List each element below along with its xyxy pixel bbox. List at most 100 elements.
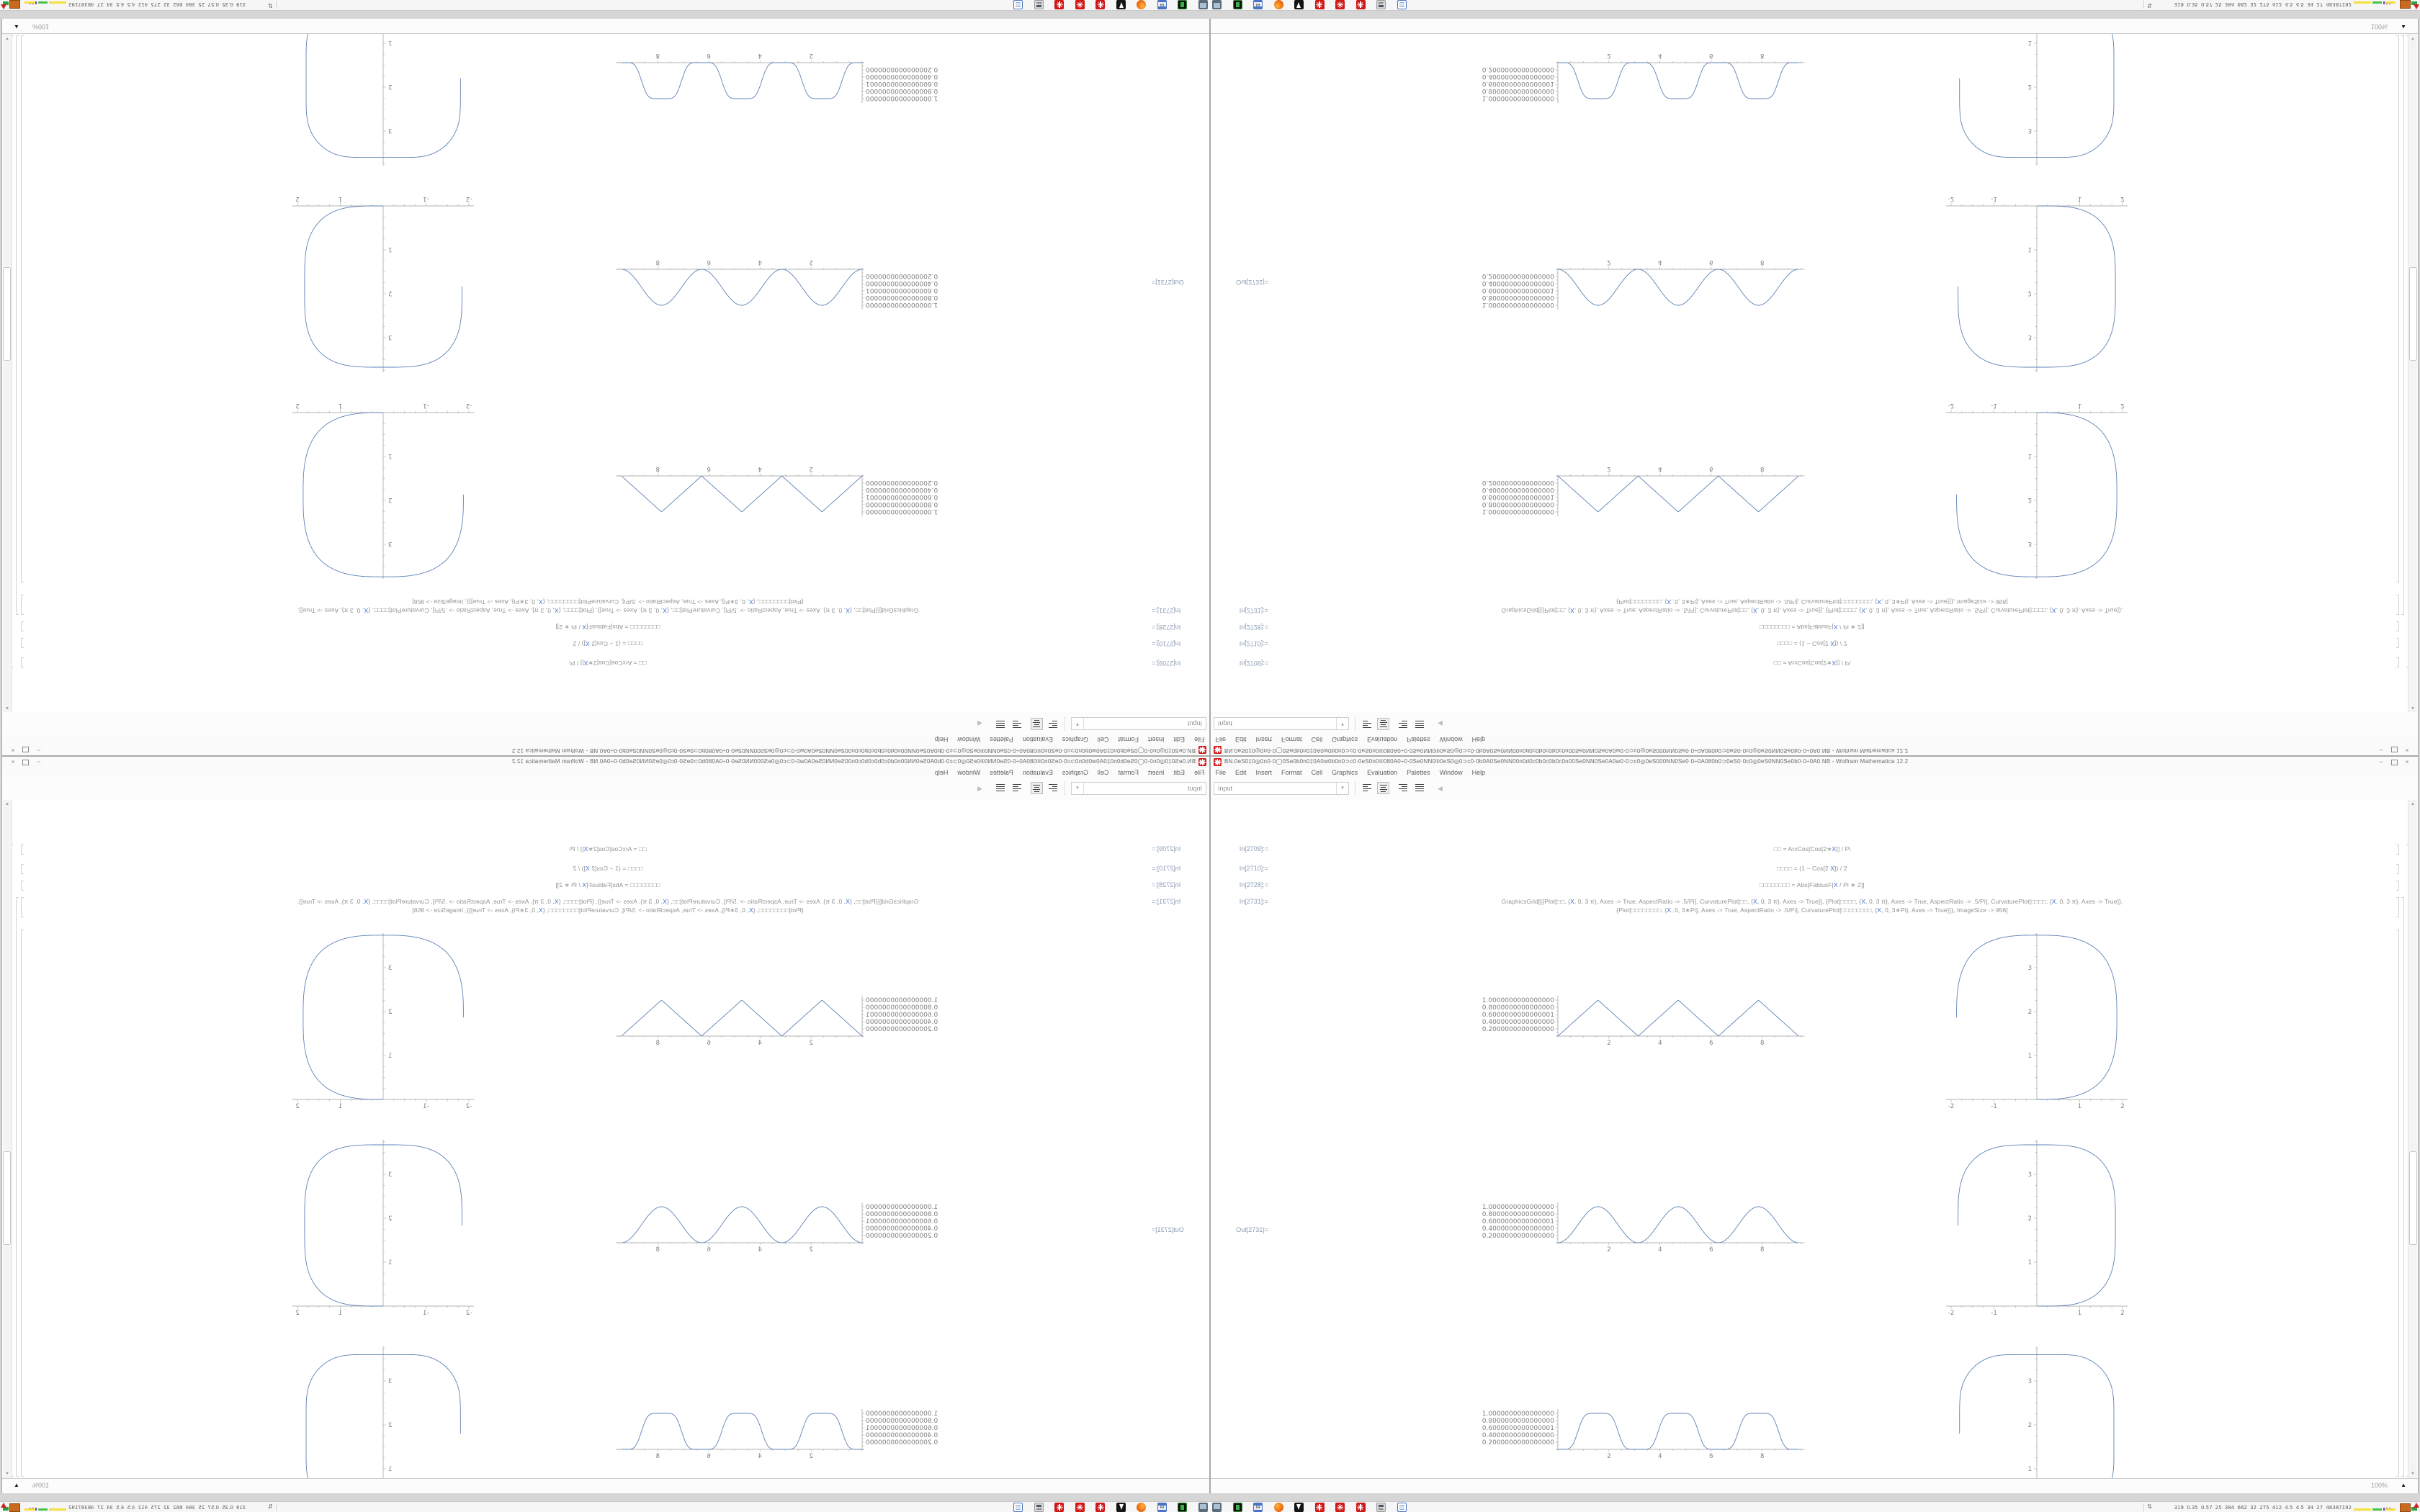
maximize-button[interactable] (2389, 757, 2399, 766)
close-button[interactable]: × (11, 747, 15, 754)
vertical-scrollbar[interactable]: ▲ ▼ (2408, 800, 2417, 1478)
cell-bracket-in2709[interactable] (21, 657, 24, 667)
chevron-down-icon[interactable]: ▾ (1072, 718, 1084, 729)
calculator-icon[interactable] (1034, 0, 1044, 9)
close-button[interactable]: × (2405, 747, 2409, 754)
cell-group-bracket[interactable] (2401, 897, 2404, 1477)
input-cell-2710[interactable]: □□□□ = (1 − Cos[2 X]) / 2 (573, 640, 643, 647)
scrollbar-thumb[interactable] (2409, 1151, 2417, 1245)
input-cell-2731-line2[interactable]: {Plot[□□□□□□□□, {X, 0, 3∗Pi}, Axes -> Tr… (412, 906, 804, 914)
cell-group-bracket[interactable] (16, 897, 19, 1477)
menu-item-file[interactable]: File (1215, 769, 1227, 776)
toolbar-collapse-icon[interactable]: ◀ (1438, 785, 1443, 792)
align-center-button[interactable] (1377, 718, 1389, 730)
cell-bracket-out2731[interactable] (2396, 35, 2399, 582)
menu-item-insert[interactable]: Insert (1147, 769, 1165, 776)
cell-bracket-in2710[interactable] (21, 638, 24, 648)
mathematica-icon[interactable] (1314, 1503, 1325, 1512)
close-button[interactable]: × (2405, 758, 2409, 765)
notebook-content[interactable]: In[2709]:= In[2710]:= In[2728]:= In[2731… (1211, 34, 2418, 712)
chevron-down-icon[interactable]: ▾ (1072, 783, 1084, 794)
cell-bracket-in2710[interactable] (21, 864, 24, 874)
mathematica-icon[interactable] (1355, 1503, 1366, 1512)
commodore-64-icon[interactable]: 64 (1253, 0, 1263, 9)
scroll-up-icon[interactable]: ▲ (5, 706, 9, 710)
cell-bracket-in2731[interactable] (21, 595, 24, 615)
toolbar-collapse-icon[interactable]: ◀ (1438, 720, 1443, 727)
cell-bracket-in2710[interactable] (2396, 638, 2399, 648)
mathematica-icon[interactable] (1075, 1503, 1085, 1512)
menu-item-format[interactable]: Format (1118, 769, 1139, 776)
input-cell-2709[interactable]: □□ = ArcCos[Cos[2∗X]] / Pi (569, 660, 647, 667)
scrollbar-thumb[interactable] (2409, 267, 2417, 361)
input-cell-2710[interactable]: □□□□ = (1 − Cos[2 X]) / 2 (573, 865, 643, 872)
menu-item-palettes[interactable]: Palettes (1407, 769, 1430, 776)
menu-item-edit[interactable]: Edit (1235, 736, 1247, 743)
scroll-down-icon[interactable]: ▼ (2411, 36, 2415, 40)
align-right-button[interactable] (1011, 718, 1023, 730)
scrollbar-thumb[interactable] (3, 267, 11, 361)
menu-item-file[interactable]: File (1215, 736, 1227, 743)
align-justify-button[interactable] (1413, 718, 1425, 730)
align-left-button[interactable] (1361, 782, 1373, 794)
magnification-menu-icon[interactable]: ▲ (2401, 1482, 2406, 1488)
commodore-64-icon[interactable]: 64 (1157, 0, 1167, 9)
menu-item-help[interactable]: Help (934, 736, 949, 743)
scroll-down-icon[interactable]: ▼ (5, 1472, 9, 1476)
toolbar-collapse-icon[interactable]: ◀ (977, 785, 982, 792)
inkscape-icon[interactable] (1294, 0, 1304, 9)
menu-item-graphics[interactable]: Graphics (1062, 769, 1088, 776)
notebook-content[interactable]: In[2709]:= In[2710]:= In[2728]:= In[2731… (1211, 800, 2418, 1478)
maximize-button[interactable] (21, 757, 31, 766)
chevron-down-icon[interactable]: ▾ (1336, 783, 1348, 794)
notebook-content[interactable]: In[2709]:= In[2710]:= In[2728]:= In[2731… (2, 34, 1209, 712)
scrollbar-thumb[interactable] (3, 1151, 11, 1245)
calculator-icon[interactable] (1034, 1503, 1044, 1512)
align-left-button[interactable] (1047, 718, 1059, 730)
system-monitor-icon[interactable] (1198, 0, 1208, 9)
menu-item-edit[interactable]: Edit (1235, 769, 1247, 776)
system-monitor-icon[interactable] (1212, 1503, 1222, 1512)
menu-item-evaluation[interactable]: Evaluation (1367, 736, 1398, 743)
menu-item-edit[interactable]: Edit (1173, 736, 1185, 743)
scroll-up-icon[interactable]: ▲ (2411, 706, 2415, 710)
input-cell-2731-line1[interactable]: GraphicsGrid[{{Plot[□□, {X, 0, 3 π}, Axe… (1501, 607, 2123, 614)
firefox-icon[interactable] (1273, 0, 1283, 9)
window-titlebar[interactable]: BN.0eS0‡0◎0n0·0◯0Se0b0n0‡0A0w0b0n0⊃c0·0e… (2, 757, 1209, 768)
word-processor-icon[interactable] (1013, 1503, 1023, 1512)
menu-item-window[interactable]: Window (957, 769, 981, 776)
cell-style-dropdown[interactable]: Input ▾ (1214, 717, 1349, 730)
cell-bracket-in2728[interactable] (21, 621, 24, 631)
mobile-device-icon[interactable] (1178, 0, 1188, 9)
calculator-icon[interactable] (1376, 0, 1386, 9)
mathematica-icon[interactable] (1314, 0, 1325, 9)
word-processor-icon[interactable] (1397, 0, 1407, 9)
scroll-down-icon[interactable]: ▼ (2411, 1472, 2415, 1476)
menu-item-cell[interactable]: Cell (1097, 736, 1109, 743)
magnification-menu-icon[interactable]: ▲ (2401, 24, 2406, 30)
inkscape-icon[interactable] (1116, 0, 1126, 9)
menu-item-evaluation[interactable]: Evaluation (1022, 736, 1053, 743)
align-center-button[interactable] (1031, 782, 1043, 794)
menu-item-help[interactable]: Help (1471, 736, 1486, 743)
align-left-button[interactable] (1047, 782, 1059, 794)
system-monitor-icon[interactable] (1212, 0, 1222, 9)
cell-bracket-out2731[interactable] (21, 35, 24, 582)
menu-item-window[interactable]: Window (1439, 769, 1463, 776)
input-cell-2728[interactable]: □□□□□□□□ = Abs[FabiusF[X / Pi ∗ 2]] (555, 881, 660, 888)
mobile-device-icon[interactable] (1232, 1503, 1242, 1512)
input-cell-2731-line1[interactable]: GraphicsGrid[{{Plot[□□, {X, 0, 3 π}, Axe… (297, 607, 919, 614)
align-justify-button[interactable] (995, 782, 1007, 794)
commodore-64-icon[interactable]: 64 (1253, 1503, 1263, 1512)
maximize-button[interactable] (21, 746, 31, 755)
menu-item-graphics[interactable]: Graphics (1332, 769, 1358, 776)
mobile-device-icon[interactable] (1232, 0, 1242, 9)
cell-style-dropdown[interactable]: Input ▾ (1214, 782, 1349, 795)
window-titlebar[interactable]: BN.0eS0‡0◎0n0·0◯0Se0b0n0‡0A0w0b0n0⊃c0·0e… (1211, 744, 2418, 755)
cell-group-bracket[interactable] (2401, 35, 2404, 615)
mathematica-icon[interactable] (1095, 0, 1106, 9)
zoom-level[interactable]: 100% (2370, 23, 2388, 30)
align-justify-button[interactable] (1413, 782, 1425, 794)
menu-item-evaluation[interactable]: Evaluation (1022, 769, 1053, 776)
menu-item-insert[interactable]: Insert (1147, 736, 1165, 743)
